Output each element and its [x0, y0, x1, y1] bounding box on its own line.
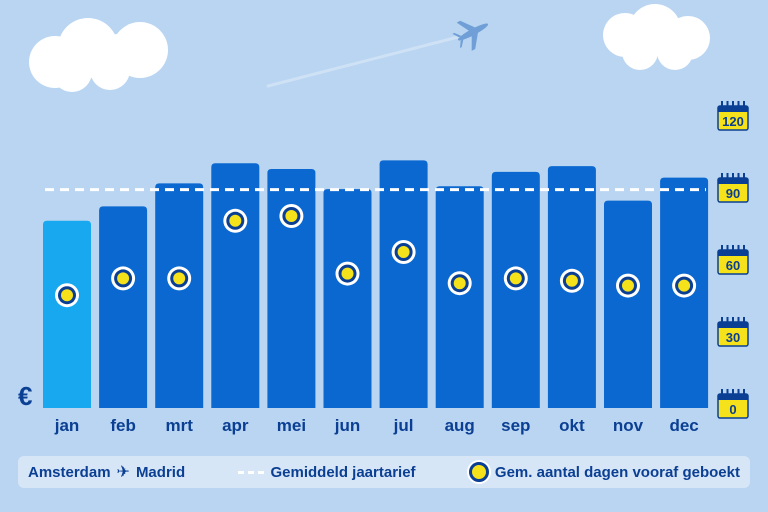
legend-days-booked: Gem. aantal dagen vooraf geboekt: [468, 462, 740, 482]
x-tick-label: feb: [110, 416, 136, 435]
x-tick-label: dec: [669, 416, 698, 435]
legend-average-line: Gemiddeld jaartarief: [238, 463, 416, 481]
booking-dot-jun: [335, 261, 360, 286]
right-axis: 120 90 60 30 0: [717, 101, 749, 419]
bar-aug: [435, 186, 484, 408]
dashed-line-swatch: [238, 470, 265, 474]
right-axis-tick-label: 90: [726, 186, 740, 201]
right-axis-tick-label: 0: [729, 402, 736, 417]
booking-dot-okt: [559, 268, 584, 293]
calendar-icon: 30: [717, 317, 749, 347]
booking-dot-sep: [503, 266, 528, 291]
dot-swatch: [468, 462, 489, 482]
bar-apr: [211, 163, 260, 408]
booking-dot-mei: [279, 204, 304, 228]
x-tick-label: mei: [277, 416, 306, 435]
legend-route: Amsterdam ✈ Madrid: [28, 462, 185, 482]
booking-dot-nov: [616, 273, 640, 298]
right-axis-tick-label: 60: [726, 258, 740, 273]
booking-dot-dec: [672, 273, 697, 298]
booking-dot-feb: [111, 266, 136, 291]
x-tick-label: aug: [445, 416, 475, 435]
legend-route-to: Madrid: [135, 463, 186, 481]
x-tick-label: okt: [559, 416, 585, 435]
booking-dot-apr: [223, 208, 248, 233]
bar-feb: [99, 206, 148, 408]
calendar-icon: 0: [717, 389, 749, 419]
bar-series: [43, 160, 709, 408]
legend-dot-label: Gem. aantal dagen vooraf geboekt: [494, 463, 740, 481]
x-axis-labels: jan feb mrt apr mei jun jul aug sep okt nov dec: [54, 416, 699, 435]
bar-nov: [604, 200, 652, 408]
x-tick-label: sep: [501, 416, 530, 435]
booking-dot-mrt: [167, 266, 192, 291]
x-tick-label: jan: [54, 416, 80, 435]
booking-dot-jan: [55, 283, 79, 308]
x-tick-label: mrt: [165, 416, 193, 435]
x-tick-label: jul: [393, 416, 414, 435]
right-axis-tick-label: 120: [722, 114, 744, 129]
cloud-icon: [29, 18, 168, 92]
legend-line-label: Gemiddeld jaartarief: [270, 463, 416, 481]
bar-mrt: [155, 183, 204, 408]
currency-symbol: €: [18, 381, 32, 411]
bar-jul: [379, 160, 428, 408]
legend-route-from: Amsterdam: [28, 463, 111, 481]
sky-decoration: [29, 4, 710, 92]
airplane-icon: ✈: [116, 464, 130, 481]
calendar-icon: 120: [717, 101, 749, 131]
contrail: [266, 34, 464, 88]
x-tick-label: jun: [334, 416, 361, 435]
x-tick-label: apr: [222, 416, 249, 435]
booking-dot-jul: [391, 240, 416, 264]
calendar-icon: 90: [717, 173, 749, 203]
x-tick-label: nov: [613, 416, 644, 435]
bar-jun: [323, 189, 372, 408]
cloud-icon: [603, 4, 710, 70]
legend: Amsterdam ✈ Madrid Gemiddeld jaartarief …: [18, 456, 750, 488]
dot-series: [55, 204, 697, 308]
booking-dot-aug: [447, 271, 472, 296]
bar-jan: [43, 220, 91, 408]
bar-mei: [267, 168, 316, 408]
calendar-icon: 60: [717, 245, 749, 275]
right-axis-tick-label: 30: [726, 330, 740, 345]
airplane-icon: [452, 20, 489, 51]
